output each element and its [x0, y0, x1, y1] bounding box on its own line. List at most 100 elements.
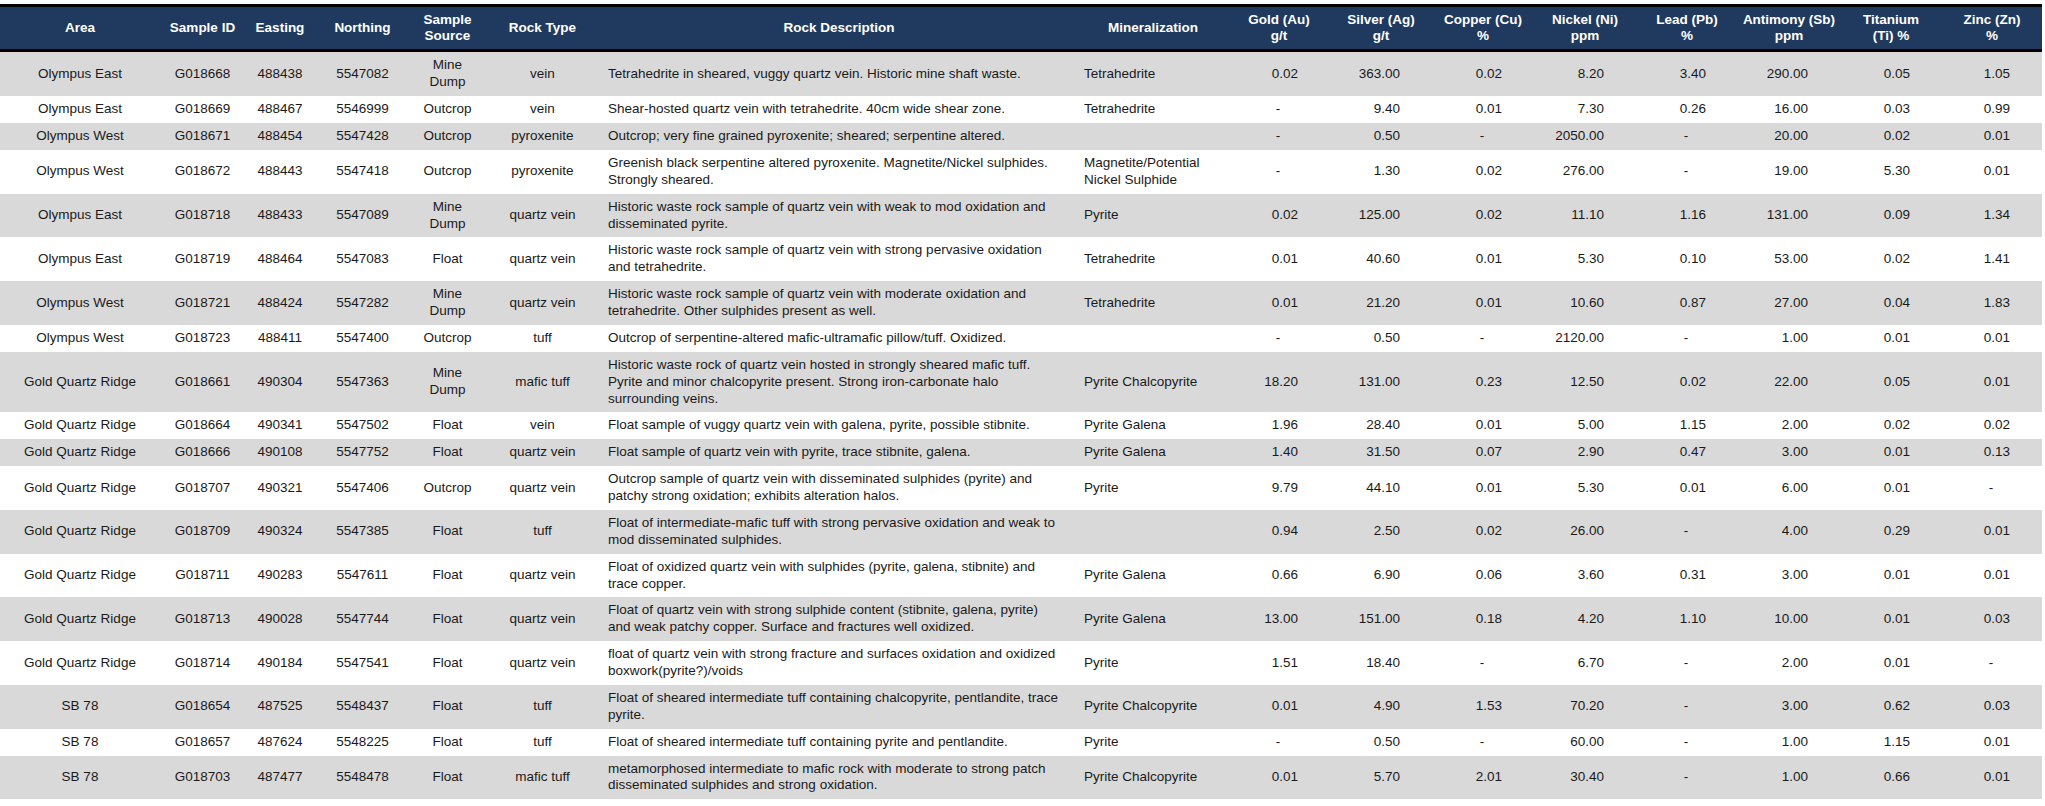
cell-lead-pb: 1.15 [1636, 412, 1738, 439]
cell-rock-description: Float of oxidized quartz vein with sulph… [600, 554, 1078, 598]
cell-gold-au: 13.00 [1228, 597, 1330, 641]
cell-zinc-zn: 0.01 [1942, 554, 2042, 598]
cell-sample: Float [410, 799, 485, 806]
cell-northing: 5547752 [315, 439, 410, 466]
cell-sample-id: G018661 [160, 352, 245, 413]
cell-lead-pb: - [1636, 325, 1738, 352]
header-cell-rock-description: Rock Description [600, 6, 1078, 51]
page: AreaSample IDEastingNorthingSample Sourc… [0, 0, 2045, 806]
cell-copper-cu: 0.01 [1432, 96, 1534, 123]
cell-zinc-zn: 1.34 [1942, 194, 2042, 238]
cell-lead-pb: 0.47 [1636, 439, 1738, 466]
cell-northing: 5548437 [315, 685, 410, 729]
cell-easting: 490341 [245, 412, 315, 439]
cell-area: Gold Quartz Ridge [0, 466, 160, 510]
table-row: SB 78G0187034874775548478Floatmafic tuff… [0, 756, 2042, 800]
cell-titanium: 0.05 [1840, 352, 1942, 413]
cell-lead-pb: - [1636, 729, 1738, 756]
cell-mineralization [1078, 123, 1228, 150]
cell-northing: 5548225 [315, 729, 410, 756]
cell-sample-id: G018668 [160, 51, 245, 96]
cell-nickel-ni: 60.00 [1534, 729, 1636, 756]
cell-nickel-ni: 65.60 [1534, 799, 1636, 806]
cell-gold-au: - [1228, 150, 1330, 194]
cell-mineralization: Tetrahedrite [1078, 96, 1228, 123]
cell-sample: Float [410, 597, 485, 641]
cell-area: Olympus West [0, 150, 160, 194]
cell-northing: 5547385 [315, 510, 410, 554]
cell-area: Olympus East [0, 96, 160, 123]
cell-silver-ag: 363.00 [1330, 51, 1432, 96]
table-row: Gold Quartz RidgeG0187114902835547611Flo… [0, 554, 2042, 598]
header-cell-area: Area [0, 6, 160, 51]
cell-gold-au: 0.01 [1228, 237, 1330, 281]
cell-rock-description: Historic waste rock sample of quartz vei… [600, 194, 1078, 238]
cell-gold-au: 0.01 [1228, 756, 1330, 800]
cell-easting: 490304 [245, 352, 315, 413]
cell-rock-type: quartz vein [485, 466, 600, 510]
cell-zinc-zn: 0.02 [1942, 412, 2042, 439]
cell-easting: 490283 [245, 554, 315, 598]
cell-sample-id: G018713 [160, 597, 245, 641]
cell-zinc-zn: 0.01 [1942, 510, 2042, 554]
cell-rock-description: Float of sheared intermediate tuff conta… [600, 685, 1078, 729]
cell-lead-pb: 3.40 [1636, 51, 1738, 96]
cell-sample: Float [410, 510, 485, 554]
cell-nickel-ni: 6.70 [1534, 641, 1636, 685]
cell-copper-cu: - [1432, 729, 1534, 756]
cell-rock-type: mafic tuff [485, 756, 600, 800]
cell-copper-cu: - [1432, 641, 1534, 685]
cell-sample: Outcrop [410, 150, 485, 194]
cell-copper-cu: 0.01 [1432, 466, 1534, 510]
cell-mineralization: Pyrite Hematite [1078, 799, 1228, 806]
cell-northing: 5548478 [315, 756, 410, 800]
cell-gold-au: 1.96 [1228, 412, 1330, 439]
cell-mineralization: Tetrahedrite [1078, 237, 1228, 281]
cell-sample-id: G018666 [160, 439, 245, 466]
cell-sample: Float [410, 756, 485, 800]
cell-zinc-zn: 0.01 [1942, 150, 2042, 194]
cell-antimony-sb: 6.00 [1738, 466, 1840, 510]
cell-sample-id: G018672 [160, 150, 245, 194]
cell-antimony-sb: 2.00 [1738, 412, 1840, 439]
cell-titanium: 0.02 [1840, 412, 1942, 439]
cell-silver-ag: 44.10 [1330, 466, 1432, 510]
cell-sample: Float [410, 237, 485, 281]
cell-sample-id: G018719 [160, 237, 245, 281]
cell-zinc-zn: 1.83 [1942, 281, 2042, 325]
cell-rock-type: mafic tuff [485, 352, 600, 413]
cell-area: Gold Quartz Ridge [0, 352, 160, 413]
table-row: Olympus WestG0186714884545547428Outcropp… [0, 123, 2042, 150]
cell-easting: 487624 [245, 729, 315, 756]
cell-sample: Outcrop [410, 123, 485, 150]
cell-northing: 5547744 [315, 597, 410, 641]
cell-copper-cu: 2.01 [1432, 756, 1534, 800]
cell-northing: 5547400 [315, 325, 410, 352]
cell-silver-ag: 1.30 [1330, 150, 1432, 194]
cell-titanium: 0.99 [1840, 799, 1942, 806]
cell-sample: Outcrop [410, 96, 485, 123]
cell-northing: 5547541 [315, 641, 410, 685]
cell-zinc-zn: 0.03 [1942, 597, 2042, 641]
cell-copper-cu: 0.02 [1432, 510, 1534, 554]
cell-silver-ag: 0.50 [1330, 325, 1432, 352]
cell-easting: 487525 [245, 685, 315, 729]
cell-northing: 5548260 [315, 799, 410, 806]
table-row: Olympus EastG0187184884335547089Mine Dum… [0, 194, 2042, 238]
cell-rock-type: mafic tuff [485, 799, 600, 806]
cell-area: Gold Quartz Ridge [0, 412, 160, 439]
cell-nickel-ni: 30.40 [1534, 756, 1636, 800]
header-cell-antimony-sb: Antimony (Sb) ppm [1738, 6, 1840, 51]
cell-sample: Float [410, 439, 485, 466]
cell-antimony-sb: 290.00 [1738, 51, 1840, 96]
cell-antimony-sb: 19.00 [1738, 150, 1840, 194]
cell-nickel-ni: 2050.00 [1534, 123, 1636, 150]
header-cell-northing: Northing [315, 6, 410, 51]
cell-zinc-zn: 0.01 [1942, 352, 2042, 413]
cell-easting: 488438 [245, 51, 315, 96]
cell-rock-type: quartz vein [485, 237, 600, 281]
cell-sample: Float [410, 641, 485, 685]
cell-rock-type: tuff [485, 729, 600, 756]
table-row: Olympus EastG0186684884385547082Mine Dum… [0, 51, 2042, 96]
cell-northing: 5547282 [315, 281, 410, 325]
